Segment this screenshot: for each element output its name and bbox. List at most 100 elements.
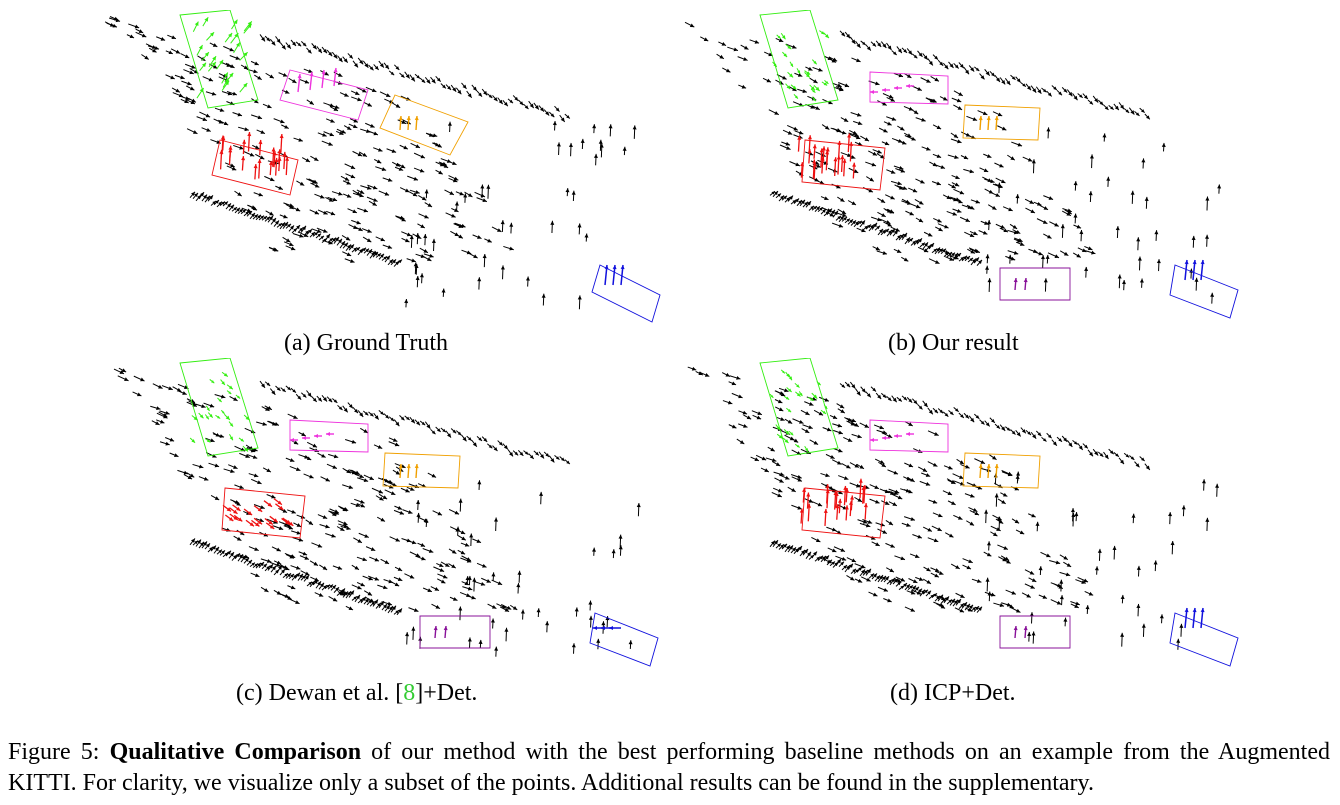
flow-arrow <box>269 38 276 46</box>
flow-arrow <box>289 465 301 472</box>
flow-arrow <box>536 608 541 618</box>
flow-arrow <box>885 542 895 548</box>
flow-arrow <box>455 191 465 196</box>
flow-arrow <box>591 547 596 556</box>
flow-arrow <box>755 454 767 461</box>
flow-arrow <box>497 97 504 105</box>
flow-arrow <box>727 46 739 52</box>
flow-arrow <box>883 575 890 583</box>
caption-our-result: (b) Our result <box>888 330 1019 356</box>
object-arrow-magenta <box>894 86 902 90</box>
flow-arrow <box>1036 218 1048 225</box>
flow-arrow <box>982 176 993 183</box>
flow-arrow <box>778 543 785 550</box>
flow-arrow <box>451 207 459 213</box>
flow-arrow <box>824 55 833 61</box>
flow-arrow <box>1141 623 1146 637</box>
flow-arrow <box>454 201 459 210</box>
flow-arrow <box>927 58 934 66</box>
flow-arrow <box>833 429 843 435</box>
object-arrow-magenta <box>882 88 890 92</box>
flow-arrow <box>618 545 623 556</box>
flow-arrow <box>821 124 830 130</box>
object-arrow-orange <box>986 115 991 131</box>
flow-arrow <box>1012 229 1021 235</box>
flow-arrow <box>987 204 997 211</box>
flow-arrow <box>888 488 900 494</box>
flow-arrow <box>219 201 226 207</box>
flow-arrow <box>282 572 289 579</box>
flow-arrow <box>482 254 487 268</box>
flow-arrow <box>283 241 294 247</box>
object-arrow-green <box>223 413 231 421</box>
flow-arrow <box>315 580 322 589</box>
flow-arrow <box>772 190 779 198</box>
flow-arrow <box>233 144 244 150</box>
object-arrow-red <box>220 135 225 155</box>
flow-arrow <box>1011 141 1023 147</box>
object-arrow-green <box>783 429 790 436</box>
flow-arrow <box>384 604 391 612</box>
object-arrow-green <box>204 414 210 420</box>
flow-arrow <box>1205 196 1210 211</box>
flow-arrow <box>927 537 939 543</box>
flow-arrow <box>261 563 268 570</box>
object-arrow-red <box>219 149 224 170</box>
flow-arrow <box>363 598 370 605</box>
flow-arrow <box>1215 483 1220 497</box>
citation-link[interactable]: 8 <box>403 680 416 706</box>
flow-arrow <box>252 213 259 220</box>
flow-arrow <box>891 137 903 143</box>
flow-arrow <box>290 565 301 570</box>
flow-arrow <box>1084 590 1094 596</box>
flow-arrow <box>368 64 374 71</box>
flow-arrow <box>949 598 956 606</box>
flow-arrow <box>886 42 892 51</box>
flow-arrow <box>390 259 397 266</box>
flow-arrow <box>300 392 307 398</box>
flow-arrow <box>279 214 288 219</box>
flow-arrow <box>985 254 990 264</box>
flow-arrow <box>159 441 170 446</box>
flow-arrow <box>907 237 914 243</box>
flow-arrow <box>961 255 968 262</box>
flow-arrow <box>192 463 204 469</box>
object-arrow-red <box>264 517 274 526</box>
flow-arrow <box>910 240 917 246</box>
flow-arrow <box>222 201 229 207</box>
flow-arrow <box>983 551 992 557</box>
flow-arrow <box>953 514 963 520</box>
flow-arrow <box>448 177 458 183</box>
flow-arrow <box>1082 443 1089 449</box>
flow-arrow <box>258 561 265 568</box>
flow-arrow <box>731 392 743 399</box>
flow-arrow <box>465 576 470 586</box>
flow-arrow <box>326 463 338 469</box>
flow-arrow <box>180 95 190 101</box>
flow-arrow <box>214 107 225 112</box>
flow-arrow <box>409 551 421 558</box>
flow-arrow <box>1108 104 1114 111</box>
flow-arrow <box>219 550 226 556</box>
flow-arrow <box>228 464 238 470</box>
flow-arrow <box>1120 594 1125 604</box>
flow-arrow <box>167 34 177 40</box>
flow-arrow <box>236 529 245 536</box>
object-arrow-red <box>224 514 234 522</box>
flow-arrow <box>920 77 931 83</box>
flow-arrow <box>487 603 497 610</box>
flow-arrow <box>272 525 284 530</box>
flow-arrow <box>1136 603 1141 617</box>
flow-arrow <box>481 577 492 583</box>
flow-arrow <box>1059 579 1064 592</box>
flow-arrow <box>381 603 388 611</box>
flow-arrow <box>348 590 355 598</box>
flow-arrow <box>1047 252 1060 259</box>
flow-arrow <box>408 483 420 489</box>
flow-arrow <box>350 502 361 507</box>
object-arrow-orange <box>994 463 999 479</box>
flow-arrow <box>494 517 499 532</box>
flow-arrow <box>165 50 174 55</box>
flow-arrow <box>525 276 530 287</box>
flow-arrow <box>1103 451 1109 460</box>
